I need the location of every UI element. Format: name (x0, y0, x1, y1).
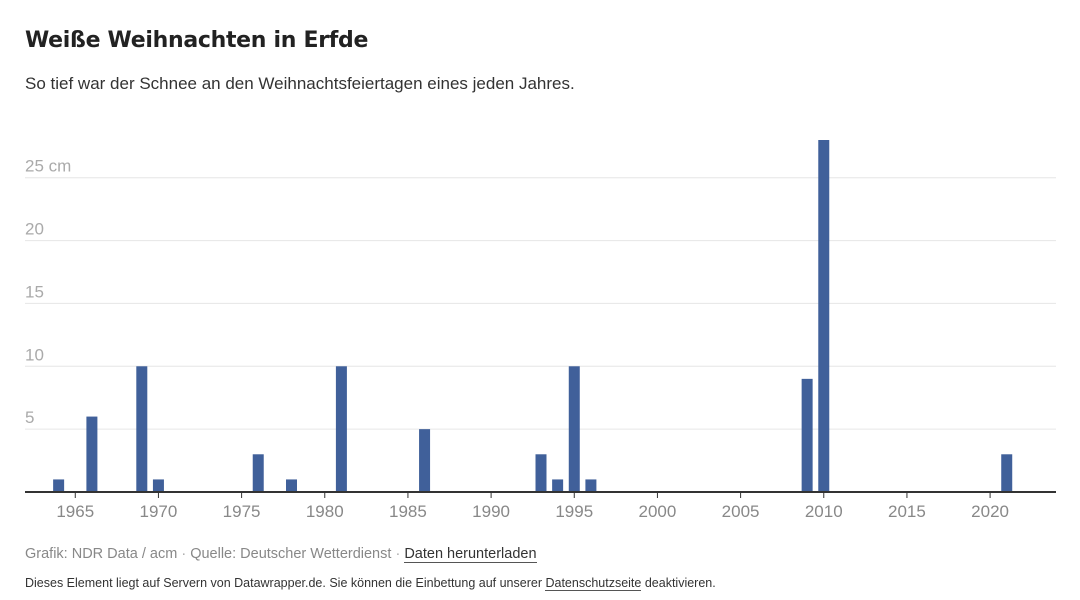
chart-title: Weiße Weihnachten in Erfde (25, 28, 369, 53)
privacy-notice: Dieses Element liegt auf Servern von Dat… (25, 576, 716, 591)
x-tick-label: 2010 (805, 502, 843, 521)
separator: · (395, 546, 401, 562)
bar (585, 479, 597, 492)
x-tick-label: 2015 (888, 502, 926, 521)
source-text: Quelle: Deutscher Wetterdienst (190, 546, 392, 562)
bar (801, 378, 813, 492)
y-tick-label: 15 (25, 282, 44, 301)
x-tick-label: 2005 (722, 502, 760, 521)
x-tick-label: 1970 (140, 502, 178, 521)
y-tick-label: 25 cm (25, 157, 71, 176)
bar (286, 479, 297, 492)
bar (136, 366, 148, 492)
y-tick-label: 20 (25, 220, 44, 239)
credit-text: Grafik: NDR Data / acm (25, 546, 178, 562)
download-data-link[interactable]: Daten herunterladen (404, 546, 537, 563)
chart-subtitle: So tief war der Schnee an den Weihnachts… (25, 74, 575, 93)
x-tick-label: 1995 (555, 502, 593, 521)
bar-chart: 5 10 15 20 25 cm 1965 1970 1975 1980 1985 1990 1995… (25, 140, 1056, 521)
x-tick-label: 1965 (56, 502, 94, 521)
notice-text-end: deaktivieren. (644, 576, 716, 590)
bar (552, 479, 564, 492)
bar (53, 479, 65, 492)
bar (568, 366, 580, 492)
bar (86, 416, 98, 492)
bar (1001, 454, 1013, 492)
x-tick-label: 1990 (472, 502, 510, 521)
bar (335, 366, 347, 492)
bar (535, 454, 547, 492)
bar (818, 140, 830, 492)
notice-text: Dieses Element liegt auf Servern von Dat… (25, 576, 542, 590)
bar (152, 479, 164, 492)
bar (419, 429, 431, 492)
x-tick-label: 2020 (971, 502, 1009, 521)
bar (252, 454, 264, 492)
y-tick-label: 5 (25, 408, 34, 427)
x-tick-label: 1975 (223, 502, 261, 521)
privacy-page-link[interactable]: Datenschutzseite (545, 576, 642, 591)
separator: · (181, 546, 187, 562)
x-tick-label: 1985 (389, 502, 427, 521)
y-tick-label: 10 (25, 345, 44, 364)
chart-footer: Grafik: NDR Data / acm · Quelle: Deutsch… (25, 546, 537, 563)
x-tick-label: 2000 (639, 502, 677, 521)
x-tick-label: 1980 (306, 502, 344, 521)
